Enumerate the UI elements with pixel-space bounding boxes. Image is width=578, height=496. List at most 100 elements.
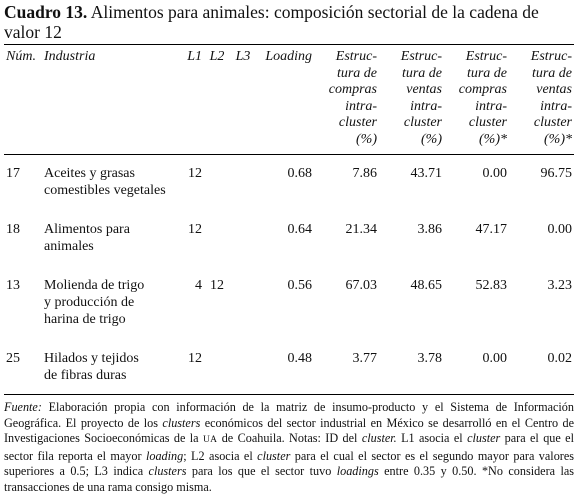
footnote: Fuente: Elaboración propia con informaci… <box>4 400 574 496</box>
fn: loadings <box>336 464 379 479</box>
fn: para el cual el sector es el segundo may… <box>4 448 575 479</box>
cell: 0.00 <box>482 166 508 181</box>
cell: 3.86 <box>417 222 443 237</box>
header-line: L3 <box>235 49 251 64</box>
column-header: L2 <box>204 45 230 155</box>
cell <box>230 338 256 395</box>
fn: cluster. <box>361 431 397 446</box>
fn: para los que el sector tuvo <box>186 464 337 479</box>
table: Núm. Industria L1 L2 L3 Loading Estruc-tura de… <box>4 44 574 395</box>
column-header: Industria <box>42 45 182 155</box>
cell: 0.48 <box>287 351 313 366</box>
header-line: tura de <box>336 65 377 81</box>
title-label: Cuadro 13. <box>4 2 88 22</box>
header-line: ventas <box>406 82 442 97</box>
header-line: compras <box>458 82 507 97</box>
header-line: Estruc- <box>530 49 572 64</box>
fn: cluster <box>467 431 501 446</box>
header-line: Industria <box>44 49 96 64</box>
column-header: Núm. <box>4 45 42 155</box>
table-row: 18 Alimentos para animales 12 0.64 21.34 3.86 4… <box>4 209 574 265</box>
table-row: 13 Molienda de trigo y producción de harina… <box>4 265 574 338</box>
header-row: Núm. Industria L1 L2 L3 Loading Estruc-tura de… <box>4 44 574 155</box>
cell: 12 <box>188 166 202 181</box>
fn: ; L2 asocia el <box>183 448 258 463</box>
cell: 17 <box>6 166 20 181</box>
fn: Elaboración propia con información de la… <box>4 400 574 430</box>
fn: económicos del sector industrial en Méxi… <box>4 415 575 446</box>
cell: 12 <box>188 351 202 366</box>
header-line: tura de <box>401 65 442 81</box>
column-header: Estruc-tura de ventas intra-cluster (%)* <box>509 45 574 155</box>
table-body: 17 Aceites y grasas comestibles vegetales 1… <box>4 155 574 395</box>
cell: 0.02 <box>547 351 573 366</box>
title-text: Alimentos para animales: composición sec… <box>4 2 539 42</box>
column-header: Loading <box>256 45 314 155</box>
header-line: Estruc- <box>400 49 442 64</box>
header-line: intra- <box>540 98 572 114</box>
header-line: cluster <box>533 115 572 130</box>
cell-line: Molienda de trigo <box>44 278 145 293</box>
cell: 21.34 <box>345 222 378 237</box>
title: Cuadro 13. Alimentos para animales: comp… <box>4 2 574 42</box>
cell: 0.56 <box>287 278 313 293</box>
fn: cluster <box>257 448 291 463</box>
cell: 25 <box>6 351 20 366</box>
header-line: compras <box>328 82 377 97</box>
cell: 47.17 <box>475 222 508 237</box>
cell: 3.23 <box>547 278 573 293</box>
cell: Aceites y grasas comestibles vegetales <box>42 155 182 210</box>
header-line: L2 <box>209 49 225 64</box>
table-row: 25 Hilados y tejidos de fibras duras 12 0.48… <box>4 338 574 395</box>
cell: Hilados y tejidos de fibras duras <box>42 338 182 395</box>
header-line: intra- <box>345 98 377 114</box>
header-line: Estruc- <box>465 49 507 64</box>
cell: Molienda de trigo y producción de harina d… <box>42 265 182 338</box>
cell-line: harina de trigo <box>44 312 126 327</box>
header-line: ventas <box>536 82 572 97</box>
cell: 7.86 <box>352 166 378 181</box>
cell <box>204 338 230 395</box>
cell-line: Alimentos para <box>44 222 130 237</box>
cell: 0.68 <box>287 166 313 181</box>
cell <box>230 265 256 338</box>
cell: 0.00 <box>547 222 573 237</box>
header-line: tura de <box>531 65 572 81</box>
cell: 3.77 <box>352 351 378 366</box>
fn: L1 asocia el <box>396 431 468 446</box>
header-line: Loading <box>265 49 312 64</box>
cell <box>230 155 256 210</box>
cell: 12 <box>210 278 224 293</box>
header-line: Núm. <box>6 49 36 64</box>
fn: clusters <box>148 464 187 479</box>
cell: 4 <box>195 278 202 293</box>
cell-line: de fibras duras <box>44 368 127 383</box>
cell-line: Aceites y grasas <box>44 166 135 181</box>
header-line: cluster <box>468 115 507 130</box>
header-line: cluster <box>403 115 442 130</box>
cell <box>204 155 230 210</box>
fn: de Coahuila. Notas: ID del <box>217 431 362 446</box>
header-line: Estruc- <box>335 49 377 64</box>
fn: loading <box>145 448 184 463</box>
cell: 48.65 <box>410 278 443 293</box>
cell: 13 <box>6 278 20 293</box>
cell: 3.78 <box>417 351 443 366</box>
cell: 52.83 <box>475 278 508 293</box>
cell: 43.71 <box>410 166 443 181</box>
header-line: intra- <box>475 98 507 114</box>
cell: 96.75 <box>540 166 573 181</box>
column-header: Estruc-tura de compras intra-cluster (%)* <box>444 45 509 155</box>
fn: clusters <box>162 415 201 430</box>
cell: 18 <box>6 222 20 237</box>
header-line: L1 <box>187 49 202 64</box>
cell: 12 <box>188 222 202 237</box>
cell: 0.00 <box>482 351 508 366</box>
cell-line: animales <box>44 239 94 254</box>
table-row: 17 Aceites y grasas comestibles vegetales 1… <box>4 155 574 210</box>
cell-line: comestibles vegetales <box>44 183 166 198</box>
cell-line: y producción de <box>44 295 135 310</box>
header-line: (%)* <box>479 131 507 147</box>
header-line: tura de <box>466 65 507 81</box>
cell: 0.64 <box>287 222 313 237</box>
